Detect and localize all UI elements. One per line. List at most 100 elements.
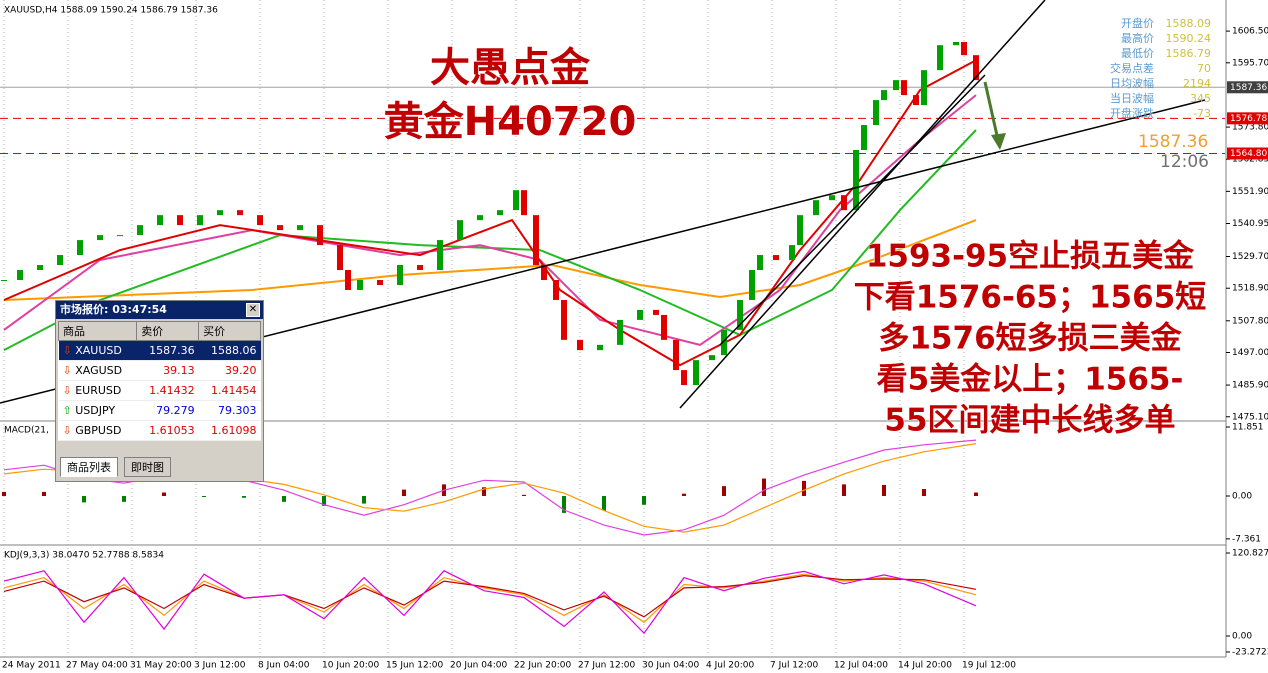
arrow-head <box>991 133 1006 150</box>
macd-bar <box>762 478 766 497</box>
level-label: 1576.78 <box>1230 114 1267 124</box>
close-button[interactable]: ✕ <box>246 303 260 317</box>
candle <box>681 370 687 386</box>
candle <box>553 280 559 300</box>
candle <box>17 270 23 280</box>
quote-row[interactable]: ⇩ XAGUSD 39.13 39.20 <box>58 360 261 381</box>
x-tick-label: 10 Jun 20:00 <box>322 661 379 671</box>
info-label: 交易点差 <box>1110 61 1154 75</box>
ask-cell: 79.303 <box>198 400 261 421</box>
candle <box>197 215 203 226</box>
y-tick-label: 0.00 <box>1232 492 1252 502</box>
quote-row[interactable]: ⇧ USDJPY 79.279 79.303 <box>58 400 261 421</box>
y-tick-label: 1507.80 <box>1232 316 1268 326</box>
candle <box>97 235 103 241</box>
info-label: 日均波幅 <box>1110 77 1154 90</box>
ask-cell: 1588.06 <box>198 340 261 361</box>
candle <box>437 240 443 271</box>
candle <box>901 80 907 96</box>
info-value: 345 <box>1190 92 1211 105</box>
candle <box>357 280 363 290</box>
chart-title: XAUUSD,H4 1588.09 1590.24 1586.79 1587.3… <box>4 6 218 16</box>
candle <box>217 210 223 216</box>
y-tick-label: 1497.00 <box>1232 348 1268 358</box>
y-tick-label: 11.851 <box>1232 423 1264 433</box>
candle <box>157 215 163 226</box>
macd-bar <box>282 496 286 502</box>
level-tag <box>1227 147 1268 160</box>
info-label: 开盘涨跌 <box>1110 106 1154 120</box>
x-tick-label: 22 Jun 20:00 <box>514 661 571 671</box>
y-tick-label: 120.8279 <box>1232 549 1268 559</box>
candle <box>773 255 779 261</box>
symbol: EURUSD <box>75 384 122 397</box>
macd-bar <box>642 496 646 505</box>
candle <box>117 235 123 237</box>
macd-bar <box>122 496 126 502</box>
title-text: 市场报价: 03:47:54 <box>60 303 167 316</box>
kdj-line <box>3 573 977 624</box>
x-tick-label: 12 Jul 04:00 <box>834 661 888 671</box>
candle <box>861 125 867 150</box>
price-display: 1587.36 <box>1138 132 1208 152</box>
macd-bar <box>42 491 46 497</box>
candle <box>277 225 283 231</box>
candle <box>913 95 919 106</box>
macd-bar <box>82 496 86 503</box>
price-panel <box>0 41 1225 386</box>
x-tick-label: 24 May 2011 <box>2 661 61 671</box>
candle <box>853 149 859 211</box>
market-watch-title: 市场报价: 03:47:54 ✕ <box>56 301 263 319</box>
trendline <box>679 0 1046 409</box>
quote-row[interactable]: ⇩ EURUSD 1.41432 1.41454 <box>58 380 261 401</box>
candle <box>477 215 483 221</box>
time-left: 12:06 <box>1160 152 1209 172</box>
y-tick-label: 1485.90 <box>1232 381 1268 391</box>
info-value: 1586.79 <box>1166 47 1212 60</box>
y-tick-label: -23.2723 <box>1232 647 1268 657</box>
bid-cell: 79.279 <box>136 400 199 421</box>
symbol-cell: ⇩ EURUSD <box>58 380 137 401</box>
macd-bar <box>802 480 806 497</box>
y-tick-label: 1475.10 <box>1232 412 1268 422</box>
quotes-table: 商品 卖价 买价 ⇩ XAUUSD 1587.36 1588.06 ⇩ XAGUSD 39.… <box>57 321 261 441</box>
candle <box>737 299 743 330</box>
quote-row[interactable]: ⇩ GBPUSD 1.61053 1.61098 <box>58 420 261 441</box>
macd-bar <box>722 486 726 497</box>
quote-row[interactable]: ⇩ XAUUSD 1587.36 1588.06 <box>58 340 261 361</box>
candle <box>397 265 403 285</box>
bid-cell: 1587.36 <box>136 340 199 361</box>
market-watch[interactable]: 市场报价: 03:47:54 ✕ 商品 卖价 买价 ⇩ XAUUSD 1587.36 15… <box>55 300 264 482</box>
candle <box>561 299 567 340</box>
candle <box>137 225 143 236</box>
candle <box>661 314 667 340</box>
candle <box>881 90 887 101</box>
info-value: 1588.09 <box>1166 17 1212 30</box>
symbol-cell: ⇩ XAUUSD <box>58 340 137 361</box>
ask-cell: 39.20 <box>198 360 261 381</box>
x-tick-label: 15 Jun 12:00 <box>386 661 443 671</box>
comment-line: 下看1576-65；1565短 <box>854 280 1207 316</box>
trend-icon: ⇧ <box>62 404 76 417</box>
candle <box>541 265 547 280</box>
tab[interactable]: 即时图 <box>124 457 171 477</box>
candle <box>577 339 583 351</box>
x-tick-label: 8 Jun 04:00 <box>258 661 310 671</box>
y-tick-label: 1562.85 <box>1232 155 1268 165</box>
x-tick-label: 27 May 04:00 <box>66 661 128 671</box>
quotes: ⇩ XAUUSD 1587.36 1588.06 ⇩ XAGUSD 39.13 39.20… <box>58 340 261 441</box>
info-value: 1590.24 <box>1166 32 1212 45</box>
candle <box>533 215 539 266</box>
macd-bar <box>362 496 366 504</box>
y-tick-label: 1551.90 <box>1232 187 1268 197</box>
macd-bar <box>842 484 846 497</box>
y-tick-label: 1606.50 <box>1232 27 1268 37</box>
tab[interactable]: 商品列表 <box>60 457 118 477</box>
candle <box>721 329 727 356</box>
y-tick-label: 1518.90 <box>1232 284 1268 294</box>
candle <box>345 270 351 290</box>
candle <box>1 280 7 281</box>
candle <box>417 265 423 271</box>
y-tick-label: -7.361 <box>1232 534 1261 544</box>
candle <box>893 80 899 91</box>
